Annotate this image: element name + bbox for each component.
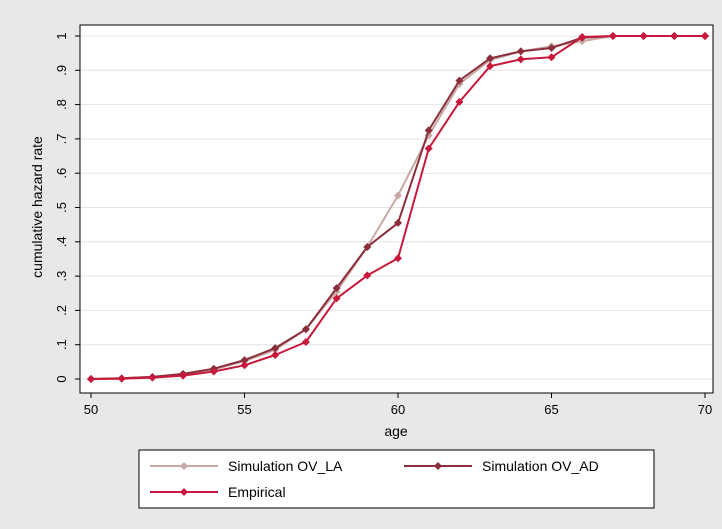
data-point <box>547 53 556 62</box>
data-point <box>363 242 372 251</box>
data-point <box>608 32 617 40</box>
data-point <box>87 375 95 383</box>
y-tick-label: .1 <box>54 339 69 350</box>
x-tick-label: 60 <box>391 402 405 417</box>
data-point <box>424 144 433 153</box>
data-point <box>394 191 402 200</box>
y-tick-label: 1 <box>54 32 69 39</box>
data-point <box>424 126 433 135</box>
data-point <box>516 55 525 64</box>
legend: Simulation OV_LA Simulation OV_AD Empirica… <box>138 449 655 509</box>
data-point <box>209 367 218 376</box>
data-point <box>148 373 157 382</box>
legend-box <box>138 449 655 509</box>
y-tick-label: .2 <box>54 305 69 316</box>
series-layer <box>87 32 709 383</box>
x-tick-label: 65 <box>544 402 558 417</box>
legend-marker <box>180 462 188 470</box>
x-tick-label: 50 <box>84 402 98 417</box>
legend-label: Empirical <box>228 484 286 500</box>
legend-label: Simulation OV_AD <box>482 458 599 474</box>
data-point <box>117 374 126 383</box>
y-tick-label: .6 <box>54 168 69 179</box>
data-point <box>578 33 587 42</box>
data-point <box>179 371 188 380</box>
x-tick-label: 55 <box>237 402 251 417</box>
y-tick-label: .5 <box>54 202 69 213</box>
x-axis-title: age <box>384 423 408 439</box>
data-point <box>363 271 372 280</box>
data-point <box>486 54 495 63</box>
data-point <box>240 356 249 365</box>
data-point <box>455 97 464 106</box>
legend-marker <box>434 462 442 470</box>
data-point <box>394 254 402 263</box>
data-point <box>547 44 556 53</box>
y-tick-label: .4 <box>54 236 69 247</box>
y-tick-label: .8 <box>54 99 69 110</box>
y-tick-label: .3 <box>54 271 69 282</box>
axes: 0 .1 .2 .3 .4 .5 .6 .7 .8 .9 1 50 55 60 65 70 <box>54 32 712 417</box>
data-point <box>301 325 310 334</box>
x-tick-label: 70 <box>698 402 712 417</box>
y-tick-label: 0 <box>54 375 69 382</box>
data-point <box>301 337 310 346</box>
plot-area <box>79 24 714 394</box>
legend-marker <box>180 488 188 496</box>
data-point <box>271 350 280 359</box>
y-tick-label: .9 <box>54 65 69 76</box>
data-point <box>516 47 525 56</box>
y-axis-title: cumulative hazard rate <box>29 136 45 278</box>
data-point <box>332 284 341 293</box>
data-point <box>486 62 495 71</box>
data-point <box>701 32 709 40</box>
data-point <box>240 361 249 370</box>
data-point <box>639 32 648 40</box>
data-point <box>455 76 464 85</box>
legend-label: Simulation OV_LA <box>228 458 343 474</box>
y-tick-label: .7 <box>54 133 69 144</box>
data-point <box>394 218 402 227</box>
data-point <box>332 294 341 303</box>
series-3 <box>87 32 709 383</box>
data-point <box>670 32 679 40</box>
data-point <box>271 344 280 353</box>
